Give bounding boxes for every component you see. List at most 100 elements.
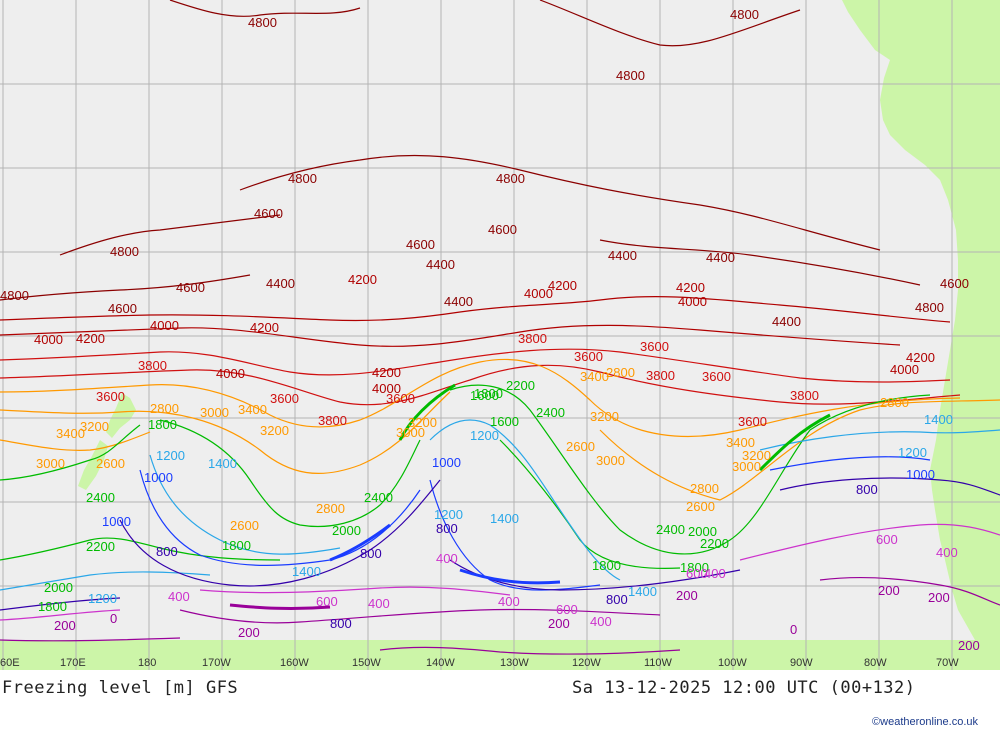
- contour-label-4600: 4600: [108, 301, 137, 316]
- antarctica-land: [0, 640, 1000, 670]
- isoline-2400: [0, 537, 281, 561]
- contour-label-4400: 4400: [266, 276, 295, 291]
- longitude-label: 180: [138, 657, 156, 669]
- isoline-1400: [759, 429, 1000, 451]
- contour-label-0: 0: [110, 611, 117, 626]
- isoline-1000: [769, 456, 931, 471]
- contour-label-200: 200: [238, 625, 260, 640]
- isoline-2400: [0, 424, 141, 481]
- freezing-level-map: 4800 4800 4800 4800 4800 4800 4800 4800 4600 4600…: [0, 0, 1000, 670]
- contour-label-1000: 1000: [144, 470, 173, 485]
- longitude-label: 170E: [60, 657, 86, 669]
- contour-label-1000: 1000: [102, 514, 131, 529]
- gradient-band: [329, 523, 391, 562]
- contour-label-2400: 2400: [536, 405, 565, 420]
- contour-label-2400: 2400: [364, 490, 393, 505]
- contour-label-400: 400: [936, 545, 958, 560]
- isoline-800: [119, 479, 441, 587]
- contour-label-1400: 1400: [924, 412, 953, 427]
- contour-label-3600: 3600: [96, 389, 125, 404]
- contour-label-3400: 3400: [580, 369, 609, 384]
- contour-label-1400: 1400: [208, 456, 237, 471]
- isoline-4800: [0, 274, 251, 301]
- contour-label-4200: 4200: [348, 272, 377, 287]
- gradient-band: [398, 383, 456, 441]
- contour-labels: 4800 4800 4800 4800 4800 4800 4800 4800 4600 4600…: [0, 7, 980, 653]
- contour-label-4200: 4200: [250, 320, 279, 335]
- contour-label-4200: 4200: [906, 350, 935, 365]
- longitude-label: 160W: [280, 657, 309, 669]
- contour-label-4000: 4000: [372, 381, 401, 396]
- contour-label-4200: 4200: [372, 365, 401, 380]
- contour-label-0: 0: [790, 622, 797, 637]
- contour-label-4600: 4600: [406, 237, 435, 252]
- longitude-label: 170W: [202, 657, 231, 669]
- contour-label-3600: 3600: [574, 349, 603, 364]
- isoline-3000: [599, 399, 1000, 501]
- contour-label-2800: 2800: [316, 501, 345, 516]
- contour-label-3200: 3200: [80, 419, 109, 434]
- isoline-1400: [149, 454, 341, 555]
- contour-label-3200: 3200: [408, 415, 437, 430]
- contour-label-4800: 4800: [496, 171, 525, 186]
- contour-label-3200: 3200: [742, 448, 771, 463]
- contour-label-1800: 1800: [680, 560, 709, 575]
- contour-label-1000: 1000: [906, 467, 935, 482]
- contour-label-400: 400: [436, 551, 458, 566]
- contour-label-4400: 4400: [444, 294, 473, 309]
- isoline-600: [199, 586, 511, 596]
- contour-label-1600: 1600: [490, 414, 519, 429]
- map-title: Freezing level [m] GFS: [2, 678, 239, 698]
- isoline-3600: [0, 348, 951, 383]
- contour-label-4800: 4800: [616, 68, 645, 83]
- contour-label-4400: 4400: [706, 250, 735, 265]
- isoline-3000: [0, 391, 451, 475]
- contour-label-3400: 3400: [56, 426, 85, 441]
- contour-label-2000: 2000: [688, 524, 717, 539]
- isoline-2400: [449, 384, 931, 555]
- contour-label-2200: 2200: [700, 536, 729, 551]
- contour-label-4000: 4000: [524, 286, 553, 301]
- contour-label-200: 200: [54, 618, 76, 633]
- contour-label-4000: 4000: [34, 332, 63, 347]
- contour-label-3800: 3800: [518, 331, 547, 346]
- isoline-1400: [429, 419, 621, 581]
- longitude-label: 100W: [718, 657, 747, 669]
- contour-label-4400: 4400: [772, 314, 801, 329]
- contour-label-200: 200: [878, 583, 900, 598]
- contour-label-2000: 2000: [44, 580, 73, 595]
- isoline-4800: [539, 0, 801, 47]
- contour-label-1200: 1200: [898, 445, 927, 460]
- contour-label-4800: 4800: [730, 7, 759, 22]
- isoline-4000: [0, 324, 901, 347]
- isoline-4800: [169, 0, 361, 17]
- isoline-4800: [599, 239, 921, 286]
- contour-lines: [0, 0, 1000, 655]
- contour-label-4200: 4200: [676, 280, 705, 295]
- contour-label-3600: 3600: [386, 391, 415, 406]
- contour-label-2800: 2800: [150, 401, 179, 416]
- contour-label-3400: 3400: [726, 435, 755, 450]
- contour-label-1800: 1800: [222, 538, 251, 553]
- contour-label-4000: 4000: [890, 362, 919, 377]
- contour-label-2000: 2000: [332, 523, 361, 538]
- contour-label-3000: 3000: [732, 459, 761, 474]
- isoline-200: [0, 637, 181, 642]
- contour-label-400: 400: [704, 566, 726, 581]
- contour-label-3800: 3800: [790, 388, 819, 403]
- contour-label-200: 200: [548, 616, 570, 631]
- isoline-1000: [139, 469, 421, 566]
- valid-time: Sa 13-12-2025 12:00 UTC (00+132): [572, 678, 916, 698]
- gradient-band: [758, 413, 831, 472]
- contour-label-600: 600: [876, 532, 898, 547]
- contour-label-4800: 4800: [248, 15, 277, 30]
- isoline-600: [739, 523, 1000, 561]
- contour-label-1200: 1200: [156, 448, 185, 463]
- credit-link[interactable]: ©weatheronline.co.uk: [872, 716, 978, 728]
- contour-label-800: 800: [330, 616, 352, 631]
- contour-label-2400: 2400: [86, 490, 115, 505]
- longitude-label: 90W: [790, 657, 813, 669]
- contour-label-4800: 4800: [288, 171, 317, 186]
- contour-label-1800: 1800: [148, 417, 177, 432]
- longitude-label: 140W: [426, 657, 455, 669]
